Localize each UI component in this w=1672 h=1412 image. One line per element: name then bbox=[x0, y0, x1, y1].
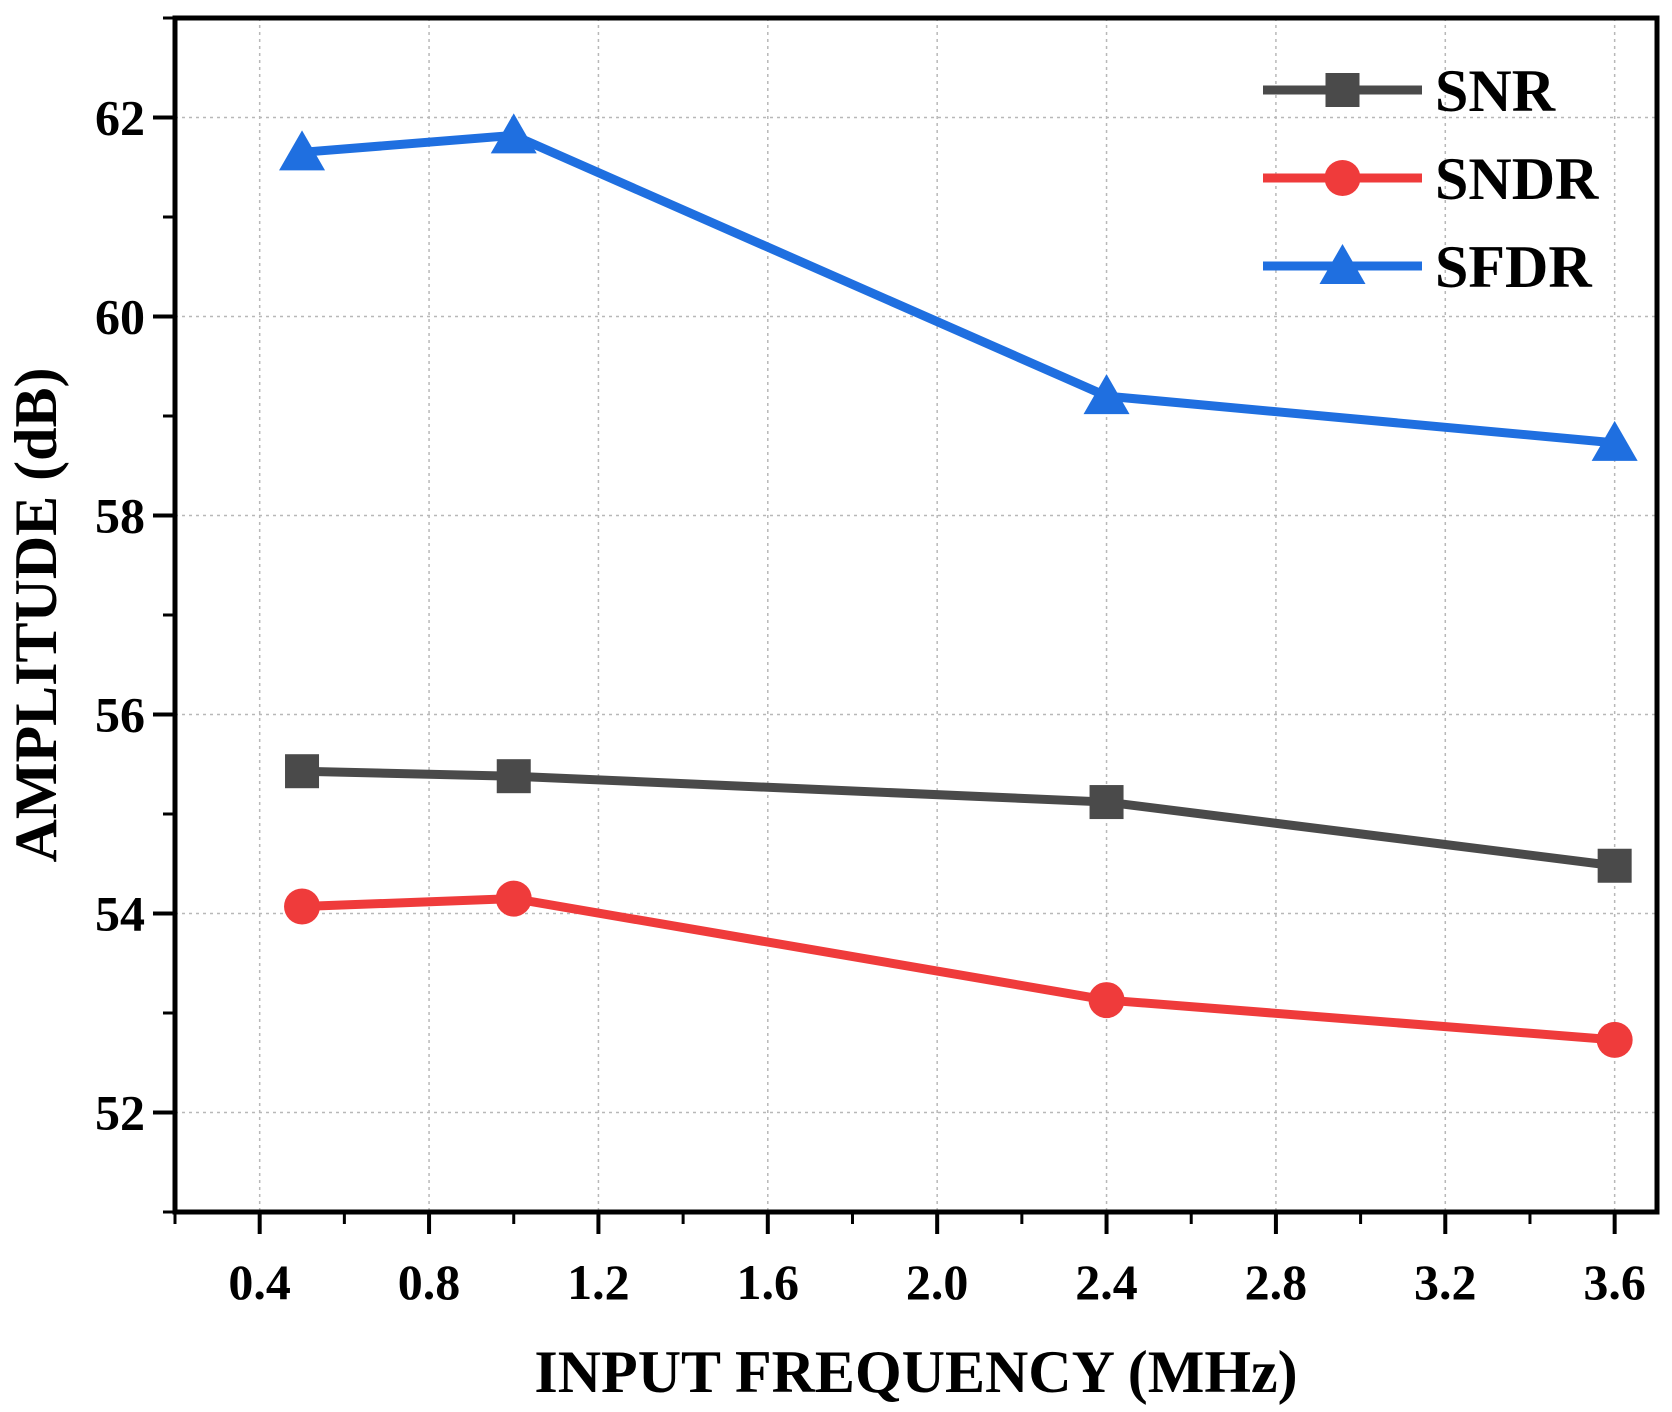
y-tick-label: 62 bbox=[95, 90, 145, 146]
x-tick-label: 1.6 bbox=[737, 1254, 800, 1310]
legend-label-sfdr: SFDR bbox=[1435, 234, 1592, 300]
sfdr-series bbox=[279, 113, 1638, 461]
snr-point bbox=[496, 759, 531, 794]
y-tick-label: 58 bbox=[95, 488, 145, 544]
x-tick-label: 0.4 bbox=[228, 1254, 291, 1310]
legend-label-sndr: SNDR bbox=[1435, 146, 1599, 212]
sndr-point bbox=[284, 888, 321, 925]
axis-ticks: 0.4 0.8 1.2 1.6 2.0 2.4 2.8 3.2 3.6 52 54 56 58 60 62 bbox=[95, 16, 1646, 1310]
snr-point bbox=[1089, 785, 1124, 820]
sndr-point bbox=[1596, 1021, 1633, 1058]
sfdr-point bbox=[1083, 374, 1130, 415]
sfdr-line bbox=[297, 130, 1620, 448]
sndr-series bbox=[284, 880, 1633, 1058]
x-tick-label: 2.8 bbox=[1245, 1254, 1308, 1310]
legend-marker-sfdr bbox=[1319, 244, 1366, 284]
x-tick-label: 1.2 bbox=[567, 1254, 630, 1310]
x-tick-label: 2.0 bbox=[906, 1254, 969, 1310]
legend-item-sndr: SNDR bbox=[1263, 146, 1599, 212]
snr-series bbox=[285, 754, 1632, 883]
y-tick-label: 56 bbox=[95, 687, 145, 743]
snr-point bbox=[285, 754, 320, 789]
x-tick-label: 3.2 bbox=[1414, 1254, 1477, 1310]
legend-marker-snr bbox=[1325, 73, 1360, 107]
legend-label-snr: SNR bbox=[1435, 58, 1556, 124]
legend-item-sfdr: SFDR bbox=[1263, 234, 1592, 300]
sndr-point bbox=[495, 880, 532, 917]
grid bbox=[175, 18, 1657, 1212]
sfdr-point bbox=[279, 130, 326, 171]
y-tick-label: 60 bbox=[95, 289, 145, 345]
series-group bbox=[279, 113, 1638, 1058]
x-tick-label: 0.8 bbox=[398, 1254, 461, 1310]
sfdr-point bbox=[490, 113, 537, 154]
sndr-line bbox=[297, 894, 1620, 1045]
snr-line bbox=[297, 766, 1620, 871]
legend-item-snr: SNR bbox=[1263, 58, 1556, 124]
x-axis-title: INPUT FREQUENCY (MHz) bbox=[534, 1339, 1297, 1405]
x-tick-label: 2.4 bbox=[1075, 1254, 1138, 1310]
y-axis-title: AMPLITUDE (dB) bbox=[3, 367, 69, 862]
legend-marker-sndr bbox=[1324, 160, 1361, 196]
legend: SNR SNDR SFDR bbox=[1263, 58, 1599, 300]
sfdr-point bbox=[1591, 420, 1638, 461]
y-tick-label: 54 bbox=[95, 886, 145, 942]
x-tick-label: 3.6 bbox=[1583, 1254, 1646, 1310]
snr-point bbox=[1597, 848, 1632, 883]
sndr-point bbox=[1088, 982, 1125, 1019]
y-tick-label: 52 bbox=[95, 1085, 145, 1141]
